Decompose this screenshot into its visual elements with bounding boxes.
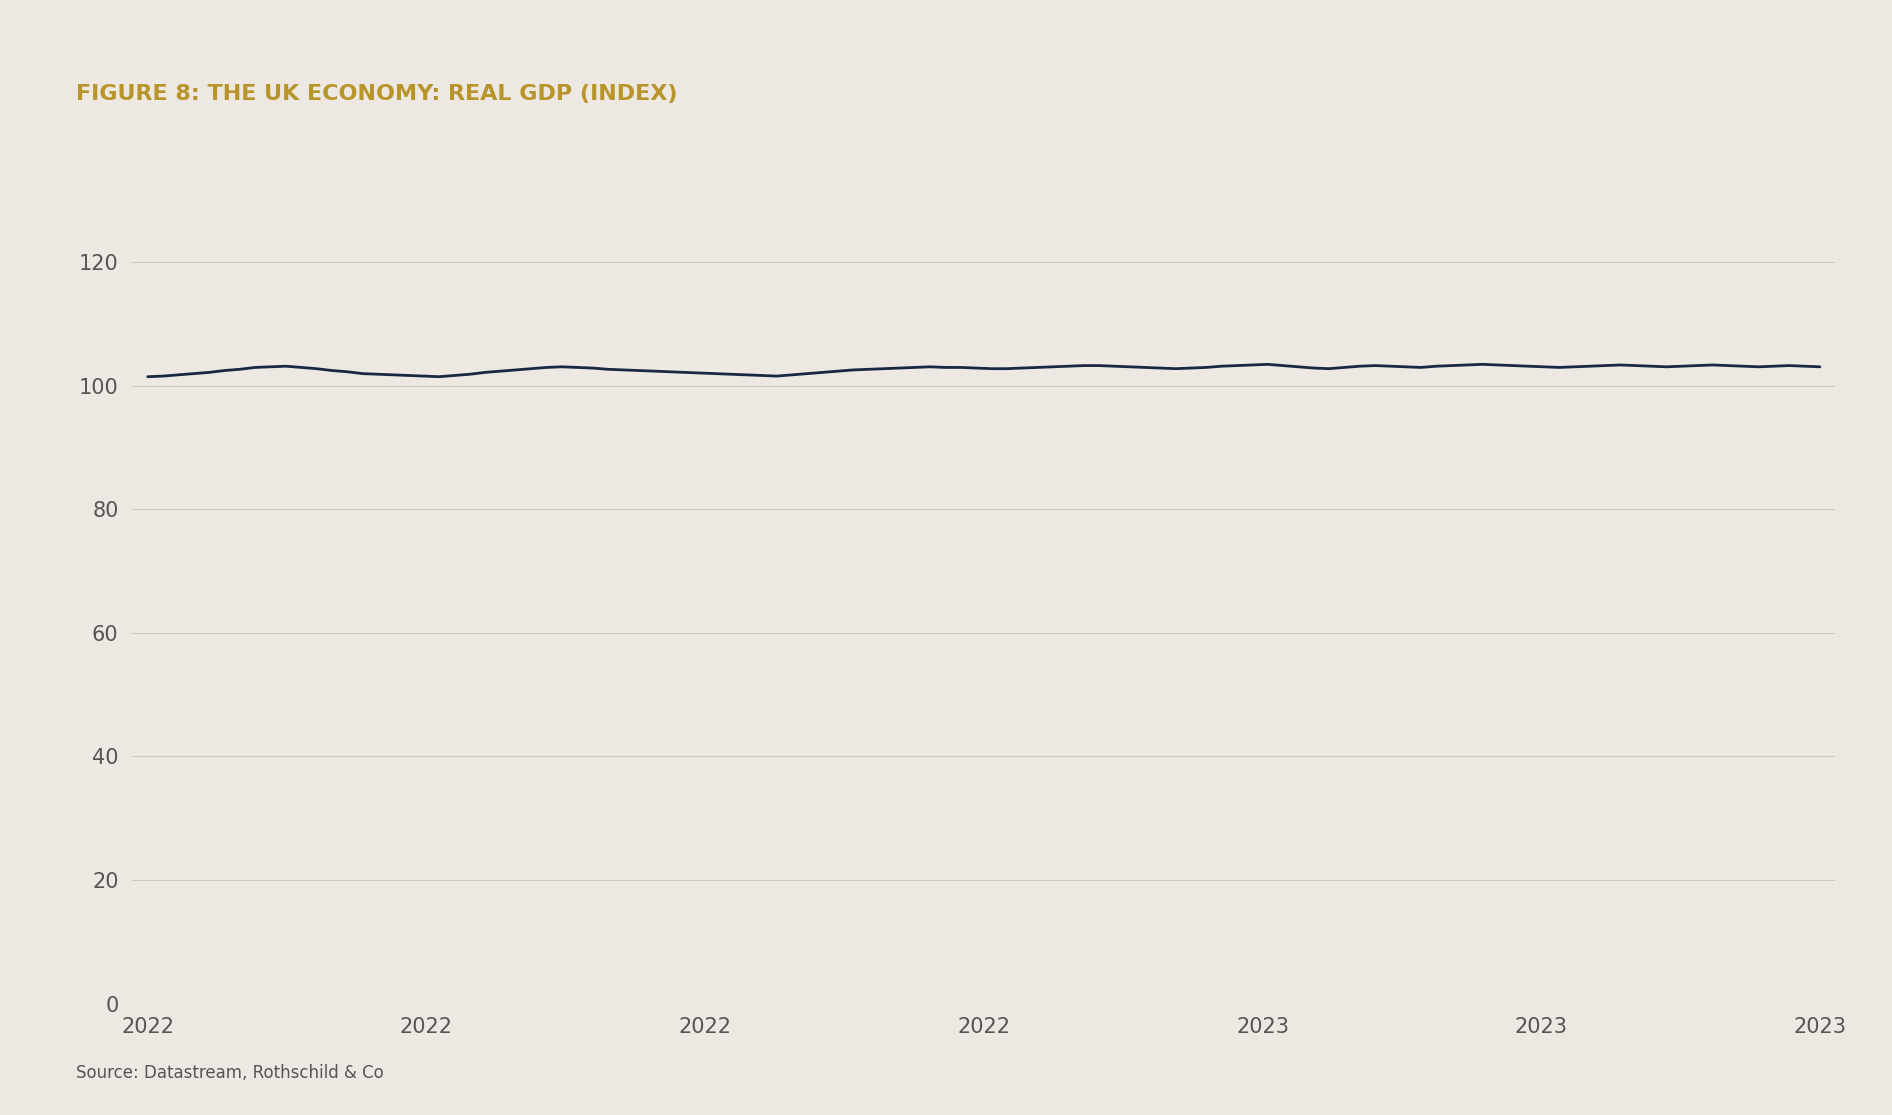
Text: Source: Datastream, Rothschild & Co: Source: Datastream, Rothschild & Co: [76, 1064, 384, 1083]
Text: FIGURE 8: THE UK ECONOMY: REAL GDP (INDEX): FIGURE 8: THE UK ECONOMY: REAL GDP (INDE…: [76, 85, 677, 105]
